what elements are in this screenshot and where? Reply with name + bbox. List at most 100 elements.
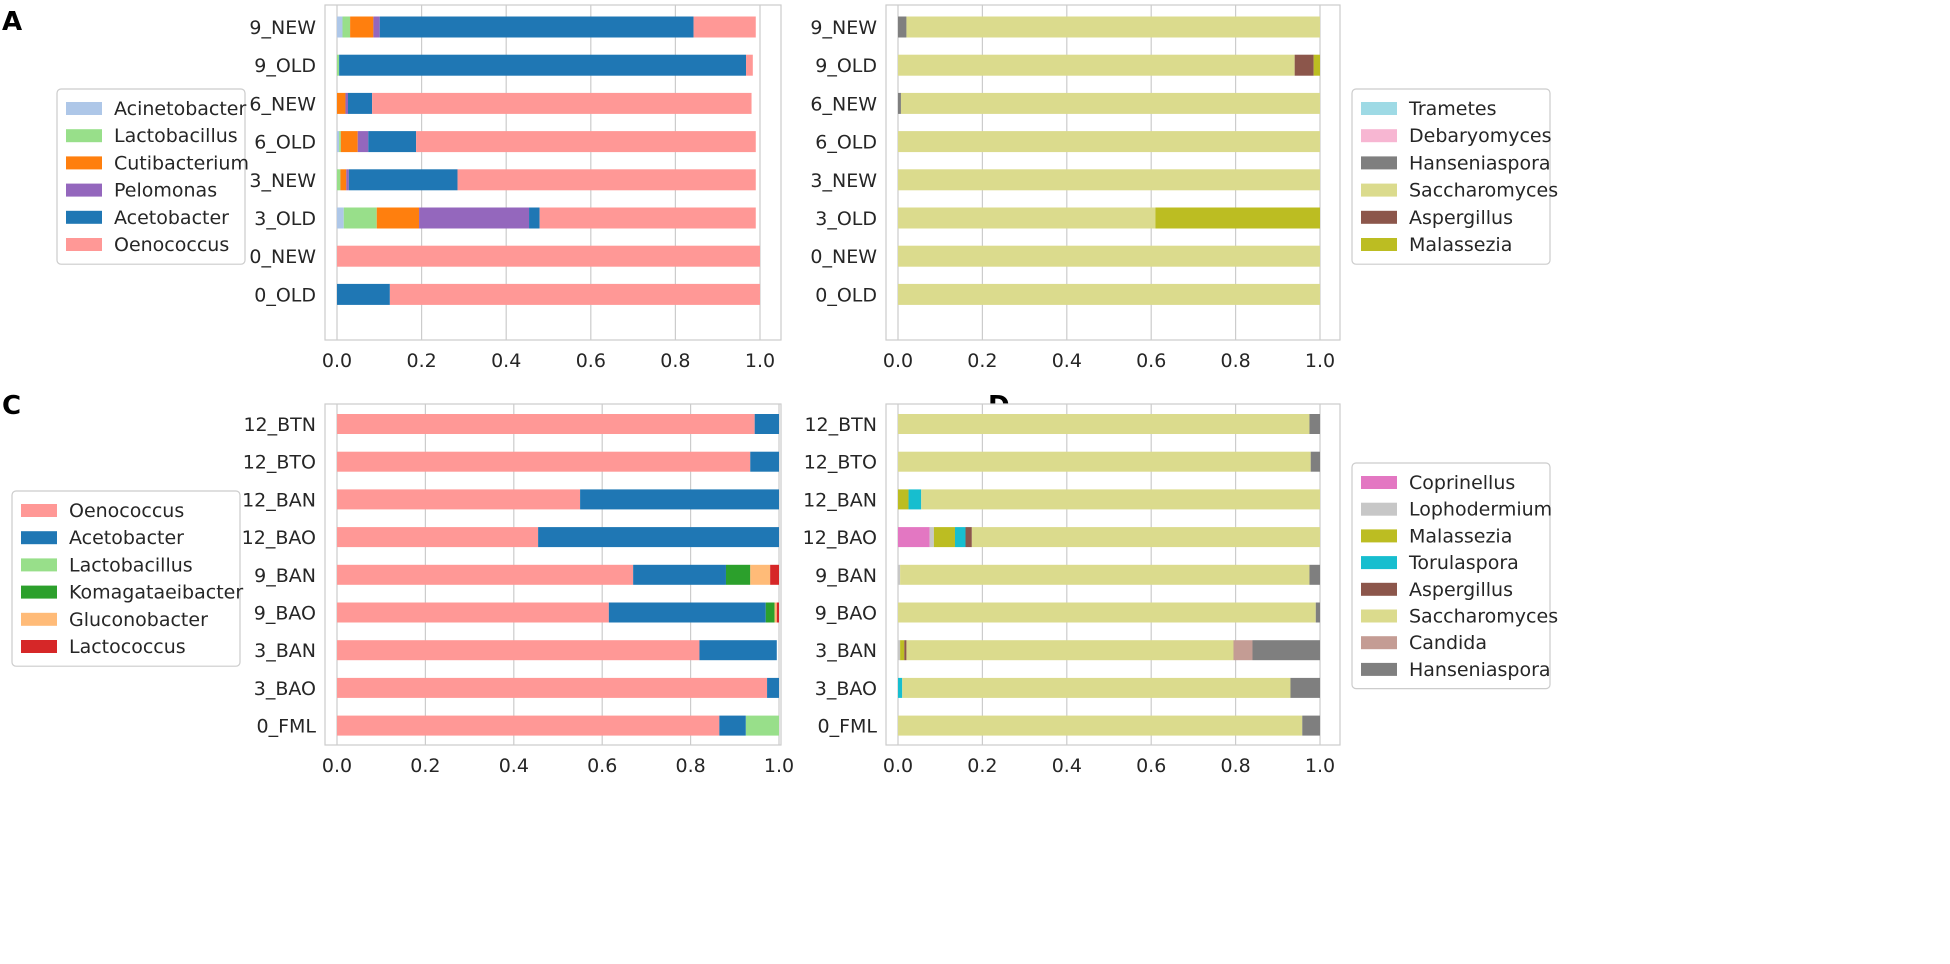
y-tick-label: 3_BAN	[254, 640, 316, 662]
bar-segment-saccharomyces	[898, 602, 1316, 623]
legend-swatch-aspergillus	[1361, 210, 1397, 224]
bar-segment-oenococcus	[693, 16, 756, 38]
legend-label: Coprinellus	[1409, 472, 1515, 494]
bar-segment-acetobacter	[339, 54, 747, 76]
bar-segment-saccharomyces	[906, 640, 1234, 661]
bar-segment-acinetobacter	[337, 131, 340, 153]
bar-segment-acetobacter	[699, 640, 777, 661]
y-tick-label: 6_NEW	[810, 93, 877, 115]
bar-segment-acetobacter	[538, 527, 779, 548]
bar-segment-oenococcus	[389, 283, 760, 305]
panel-letter-c: C	[2, 391, 21, 421]
y-tick-label: 12_BTN	[243, 414, 316, 436]
x-tick-label: 0.2	[967, 350, 997, 372]
bar-segment-malassezia	[1313, 54, 1320, 76]
legend-label: Malassezia	[1409, 525, 1512, 547]
panel-letter-a: A	[2, 7, 22, 37]
bar-segment-gluconobacter	[750, 564, 771, 585]
bar-segment-cutibacterium	[337, 92, 346, 114]
x-tick-label: 0.2	[967, 755, 997, 777]
bar-segment-acetobacter	[337, 283, 390, 305]
legend-swatch-torulaspora	[1361, 556, 1397, 570]
bar-segment-hanseniaspora	[898, 16, 907, 38]
y-tick-label: 3_OLD	[815, 208, 877, 230]
bar-segment-acetobacter	[754, 414, 779, 434]
bar-segment-oenococcus	[337, 564, 634, 585]
legend-swatch-aspergillus	[1361, 582, 1397, 596]
bar-segment-torulaspora	[908, 489, 922, 510]
bar-segment-saccharomyces	[898, 245, 1320, 267]
x-tick-label: 0.6	[587, 755, 617, 777]
bar-segment-aspergillus	[965, 527, 972, 548]
y-tick-label: 0_NEW	[810, 246, 877, 268]
bar-segment-torulaspora	[898, 677, 903, 698]
legend-label: Lactobacillus	[69, 554, 193, 576]
chart-panel-b: 0.0 0.2 0.4 0.6 0.8 1.0 9_NEW 9_OLD 6_NEW 6_OLD 3_…	[810, 4, 1558, 372]
bar-segment-acetobacter	[347, 92, 373, 114]
y-tick-label: 12_BAO	[803, 527, 877, 549]
bar-segment-oenococcus	[457, 169, 756, 191]
legend-swatch-trametes	[1361, 102, 1397, 115]
bar-segment-acetobacter	[608, 602, 766, 623]
legend-swatch-coprinellus	[1361, 476, 1397, 489]
legend-swatch-debaryomyces	[1361, 129, 1397, 143]
x-tick-label: 0.6	[576, 350, 606, 372]
bar-segment-oenococcus	[337, 602, 609, 623]
bar-segment-acinetobacter	[337, 16, 343, 38]
y-tick-label: 12_BTN	[804, 414, 877, 436]
y-tick-label: 6_OLD	[254, 132, 316, 154]
bar-segment-oenococcus	[337, 640, 700, 661]
legend-label: Acinetobacter	[114, 98, 246, 120]
legend-swatch-lactobacillus	[21, 558, 57, 572]
bar-segment-saccharomyces	[898, 131, 1320, 153]
legend-label: Debaryomyces	[1409, 125, 1552, 147]
x-tick-label: 0.4	[491, 350, 521, 372]
bar-segment-acetobacter	[580, 489, 779, 510]
legend-label: Lophodermium	[1409, 499, 1552, 521]
x-tick-label: 0.4	[1052, 755, 1082, 777]
chart-panel-d: 0.0 0.2 0.4 0.6 0.8 1.0 12_BTN 12_BTO 12_BAN 12_B…	[803, 403, 1558, 777]
legend-box-b	[1351, 88, 1551, 265]
legend-label: Lactococcus	[69, 636, 186, 658]
y-tick-label: 9_OLD	[254, 55, 316, 77]
chart-panel-a: 0.0 0.2 0.4 0.6 0.8 1.0 9_NEW 9_OLD 6_NEW 6_OLD 3_…	[56, 4, 782, 372]
y-tick-label: 12_BAN	[242, 489, 316, 511]
legend-swatch-acetobacter	[66, 210, 102, 224]
y-tick-label: 9_NEW	[249, 17, 316, 39]
bar-segment-lophodermium	[898, 564, 901, 585]
bar-segment-lactobacillus	[745, 715, 779, 736]
bar-segment-saccharomyces	[900, 92, 1320, 114]
legend-label: Acetobacter	[114, 207, 229, 229]
y-tick-label: 12_BAO	[242, 527, 316, 549]
bar-segment-pelomonas	[419, 207, 530, 229]
legend-label: Gluconobacter	[69, 609, 208, 631]
legend-label: Oenococcus	[114, 234, 229, 256]
y-tick-label: 3_NEW	[810, 170, 877, 192]
legend-swatch-cutibacterium	[66, 156, 102, 170]
bar-segment-hanseniaspora	[1290, 677, 1320, 698]
bar-segment-saccharomyces	[898, 207, 1156, 229]
bar-segment-oenococcus	[337, 489, 581, 510]
x-tick-label: 0.0	[883, 350, 913, 372]
bar-segment-oenococcus	[337, 245, 760, 267]
bar-segment-saccharomyces	[898, 451, 1311, 472]
bar-segment-oenococcus	[539, 207, 756, 229]
bar-segment-lactococcus	[776, 602, 779, 623]
x-tick-label: 0.8	[675, 755, 705, 777]
bar-segment-saccharomyces	[898, 414, 1310, 434]
legend-swatch-oenococcus	[66, 238, 102, 251]
x-tick-label: 0.8	[1220, 350, 1250, 372]
legend-label: Malassezia	[1409, 234, 1512, 256]
bar-segment-saccharomyces	[898, 283, 1320, 305]
bar-segment-oenococcus	[416, 131, 756, 153]
x-tick-label: 0.4	[499, 755, 529, 777]
bar-segment-acetobacter	[750, 451, 779, 472]
legend-swatch-lactococcus	[21, 640, 57, 653]
bar-segment-acetobacter	[719, 715, 746, 736]
x-tick-label: 1.0	[1305, 755, 1335, 777]
y-tick-label: 3_OLD	[254, 208, 316, 230]
bar-segment-pelomonas	[373, 16, 380, 38]
bar-segment-oenococcus	[337, 527, 539, 548]
bar-segment-acetobacter	[368, 131, 417, 153]
y-tick-label: 0_NEW	[249, 246, 316, 268]
